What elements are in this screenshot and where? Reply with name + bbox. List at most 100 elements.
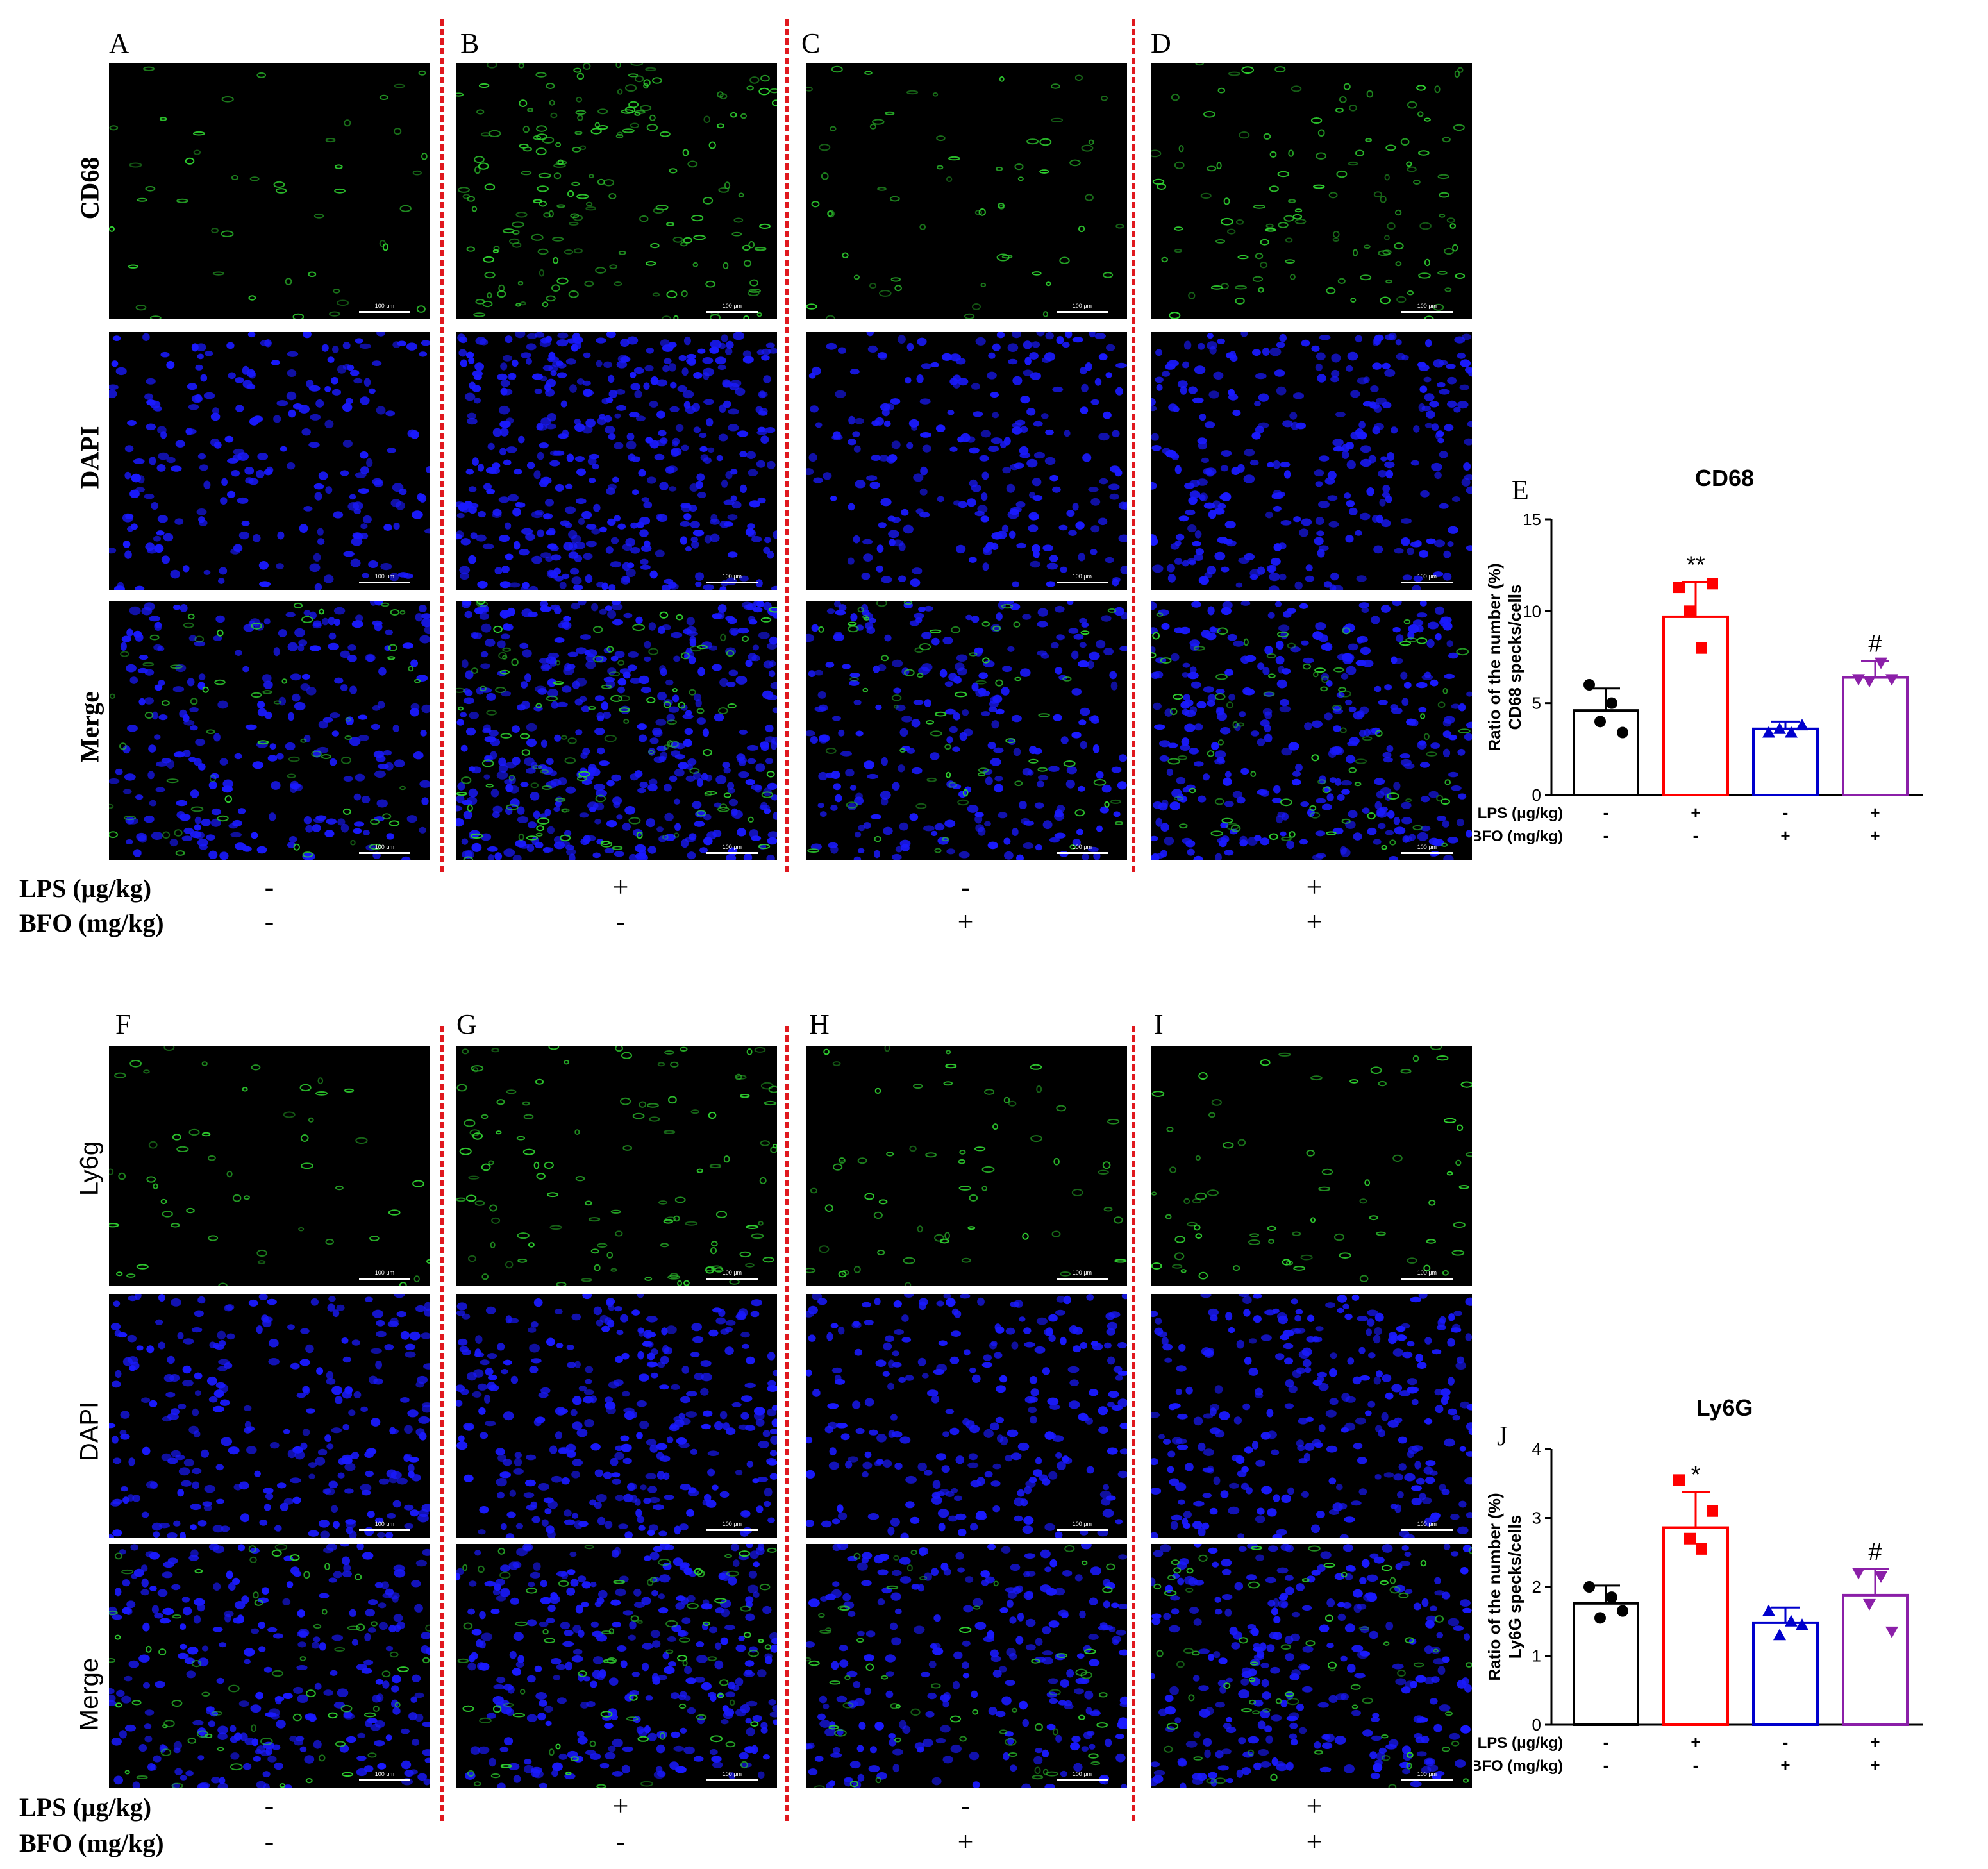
panel-letter-c: C <box>801 28 821 59</box>
panel-letter-d: D <box>1151 28 1171 59</box>
lps-sign: - <box>264 871 274 903</box>
panel-letter-g: G <box>456 1009 477 1040</box>
bar <box>1752 1621 1819 1726</box>
micrograph-merge-d: 100 μm <box>1151 601 1472 860</box>
lps-sign: + <box>1306 871 1323 903</box>
micrograph-dapi-i: 100 μm <box>1151 1294 1472 1538</box>
data-point <box>1696 1543 1707 1555</box>
data-point <box>1583 679 1595 691</box>
micrograph-dapi-f: 100 μm <box>109 1294 430 1538</box>
divider-line <box>785 19 789 872</box>
bfo-sign: + <box>1870 826 1880 845</box>
micrograph-merge-f: 100 μm <box>109 1544 430 1788</box>
lps-sign: - <box>1783 1732 1789 1752</box>
data-point <box>1673 1474 1685 1486</box>
scale-bar <box>1057 582 1108 583</box>
bfo-sign: + <box>1870 1756 1880 1775</box>
scale-bar <box>1057 1779 1108 1781</box>
lps-sign: - <box>1783 803 1789 822</box>
micrograph-merge-h: 100 μm <box>806 1544 1127 1788</box>
bfo-sign: - <box>264 1826 274 1857</box>
panel-letter-i: I <box>1154 1009 1164 1040</box>
row-label-cd68: CD68 <box>75 156 104 220</box>
scale-bar <box>359 1278 410 1280</box>
data-point <box>1762 1604 1775 1616</box>
y-tick-label: 0 <box>1532 1715 1541 1734</box>
panel-letter-h: H <box>809 1009 830 1040</box>
scale-bar-label: 100 μm <box>1417 1270 1437 1276</box>
lps-sign: + <box>1691 803 1700 822</box>
divider-line <box>1132 1026 1135 1821</box>
data-point <box>1594 1612 1606 1624</box>
data-point <box>1594 716 1606 728</box>
scale-bar-label: 100 μm <box>1072 303 1092 309</box>
scale-bar-label: 100 μm <box>374 573 394 580</box>
row-label-dapi: DAPI <box>75 1401 104 1462</box>
divider-line <box>1132 19 1135 872</box>
scale-bar <box>359 1529 410 1531</box>
lps-label: LPS (μg/kg) <box>19 874 152 903</box>
data-point <box>1673 582 1685 594</box>
panel-letter-f: F <box>115 1009 131 1040</box>
divider-line <box>440 1026 444 1821</box>
scale-bar-label: 100 μm <box>374 1270 394 1276</box>
scale-bar-label: 100 μm <box>722 844 742 850</box>
chart-ly6g: Ly6G 0 1 2 3 4 Ratio of the number (%)Ly6G spe… <box>1474 1395 1923 1775</box>
y-tick-label: 3 <box>1532 1509 1541 1528</box>
bfo-sign: + <box>957 906 974 937</box>
panel-letter-b: B <box>460 28 480 59</box>
panel-letter-j: J <box>1497 1420 1508 1452</box>
scale-bar <box>706 1278 758 1280</box>
data-point <box>1583 1581 1595 1593</box>
scale-bar-label: 100 μm <box>374 303 394 309</box>
bfo-label: BFO (mg/kg) <box>1474 828 1563 845</box>
scale-bar-label: 100 μm <box>722 303 742 309</box>
bfo-sign: - <box>1693 1756 1699 1775</box>
bfo-sign: - <box>615 1826 626 1857</box>
y-tick-label: 10 <box>1523 601 1541 621</box>
lps-sign: + <box>612 871 629 903</box>
bfo-sign: + <box>1780 826 1790 845</box>
micrograph-dapi-a: 100 μm <box>109 332 430 590</box>
micrograph-cd68-b: 100 μm <box>456 63 777 319</box>
data-point <box>1762 726 1775 738</box>
micrograph-dapi-c: 100 μm <box>806 332 1127 590</box>
micrograph-cd68-d: 100 μm <box>1151 63 1472 319</box>
micrograph-ly6g-h: 100 μm <box>806 1046 1127 1286</box>
data-point <box>1785 726 1798 738</box>
bfo-sign: - <box>1603 1756 1609 1775</box>
lps-label: LPS (μg/kg) <box>19 1793 152 1822</box>
lps-label: LPS (μg/kg) <box>1478 805 1563 822</box>
panel-letter-a: A <box>109 28 129 59</box>
lps-sign: - <box>264 1790 274 1822</box>
data-point <box>1696 642 1707 654</box>
micrograph-ly6g-g: 100 μm <box>456 1046 777 1286</box>
panel-letter-e: E <box>1512 474 1529 506</box>
scale-bar <box>359 311 410 313</box>
data-point <box>1684 605 1696 617</box>
scale-bar-label: 100 μm <box>1417 1521 1437 1527</box>
scale-bar-label: 100 μm <box>1072 1771 1092 1777</box>
row-label-merge: Merge <box>75 1657 104 1731</box>
micrograph-cd68-a: 100 μm <box>109 63 430 319</box>
micrograph-merge-i: 100 μm <box>1151 1544 1472 1788</box>
bar <box>1573 709 1639 796</box>
y-tick-label: 15 <box>1523 510 1541 529</box>
y-axis-label: Ratio of the number (%)CD68 specks/cells <box>1485 563 1524 751</box>
data-point <box>1617 726 1628 739</box>
lps-label: LPS (μg/kg) <box>1478 1734 1563 1752</box>
scale-bar-label: 100 μm <box>374 844 394 850</box>
data-point <box>1773 1629 1786 1641</box>
micrograph-merge-b: 100 μm <box>456 601 777 860</box>
scale-bar-label: 100 μm <box>722 573 742 580</box>
scale-bar <box>1057 311 1108 313</box>
scale-bar <box>1401 311 1453 313</box>
micrograph-cd68-c: 100 μm <box>806 63 1127 319</box>
bfo-sign: + <box>1306 1826 1323 1857</box>
scale-bar <box>1401 852 1453 854</box>
row-label-dapi: DAPI <box>75 426 104 489</box>
micrograph-ly6g-f: 100 μm <box>109 1046 430 1286</box>
scale-bar <box>1057 852 1108 854</box>
scale-bar-label: 100 μm <box>722 1270 742 1276</box>
